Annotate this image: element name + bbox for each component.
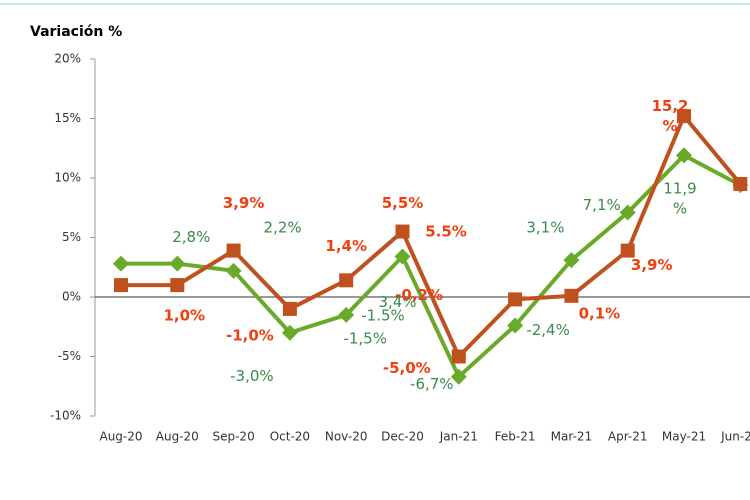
data-label: 3,9% [223, 194, 265, 212]
annotation: -1.5% [361, 307, 405, 325]
data-label: -3,0% [230, 367, 274, 385]
x-tick-label: Sep-20 [212, 430, 254, 444]
data-label: -1,0% [226, 326, 274, 344]
y-tick-label: 10% [54, 171, 81, 185]
x-tick-label: May-21 [662, 430, 706, 444]
data-label: 2,2% [264, 218, 302, 236]
marker [338, 306, 355, 323]
data-label: 5,5% [382, 194, 424, 212]
marker [169, 255, 186, 272]
data-label: 3,9% [631, 256, 673, 274]
x-tick-label: Jun-21 [720, 430, 750, 444]
marker [113, 255, 129, 272]
y-tick-label: 15% [54, 111, 81, 125]
data-label: 1,4% [325, 237, 367, 255]
x-tick-label: Oct-20 [270, 430, 310, 444]
marker [114, 278, 128, 293]
data-label: 7,1% [583, 196, 621, 214]
data-label: -1,5% [343, 329, 387, 347]
chart-title: Variación % [30, 24, 122, 40]
y-tick-label: 20% [54, 52, 81, 66]
marker [563, 252, 580, 269]
marker [508, 292, 523, 307]
marker [507, 317, 524, 334]
x-tick-label: Feb-21 [495, 430, 536, 444]
marker [677, 109, 691, 124]
marker [170, 278, 185, 293]
marker [451, 349, 466, 364]
y-tick-label: 0% [62, 290, 81, 304]
x-tick-label: Apr-21 [608, 430, 648, 444]
x-tick-label: Dec-20 [381, 430, 424, 444]
x-tick-label: Nov-20 [325, 430, 368, 444]
data-label: 15,2% [651, 97, 688, 135]
data-label: 3,4% [378, 293, 416, 311]
data-label: 0,1% [579, 304, 621, 322]
y-tick-label: -10% [50, 409, 81, 423]
marker [339, 273, 354, 288]
marker [225, 262, 242, 279]
y-tick-label: 5% [62, 230, 81, 244]
data-label: 1,0% [163, 307, 205, 325]
marker [394, 248, 411, 265]
x-tick-label: Aug-20 [99, 430, 142, 444]
marker [395, 224, 410, 239]
data-label: -2,4% [526, 321, 570, 339]
x-tick-label: Jan-21 [439, 430, 478, 444]
marker [733, 176, 748, 191]
data-label: 2,8% [172, 228, 210, 246]
y-tick-label: -5% [58, 349, 81, 363]
series-line [121, 112, 742, 360]
data-label: -5,0% [383, 359, 431, 377]
marker [282, 301, 297, 316]
series-line [121, 152, 742, 381]
data-label: -0,2% [395, 286, 443, 304]
marker [620, 243, 635, 258]
marker [281, 324, 298, 341]
marker [450, 368, 467, 385]
marker [619, 204, 636, 221]
marker [564, 288, 579, 303]
annotation: 5.5% [425, 223, 467, 241]
x-tick-label: Aug-20 [156, 430, 199, 444]
marker [226, 243, 241, 258]
x-tick-label: Mar-21 [551, 430, 592, 444]
marker [676, 147, 692, 164]
data-label: -6,7% [410, 375, 454, 393]
data-label: 3,1% [526, 219, 564, 237]
data-label: 11,9% [663, 179, 696, 217]
